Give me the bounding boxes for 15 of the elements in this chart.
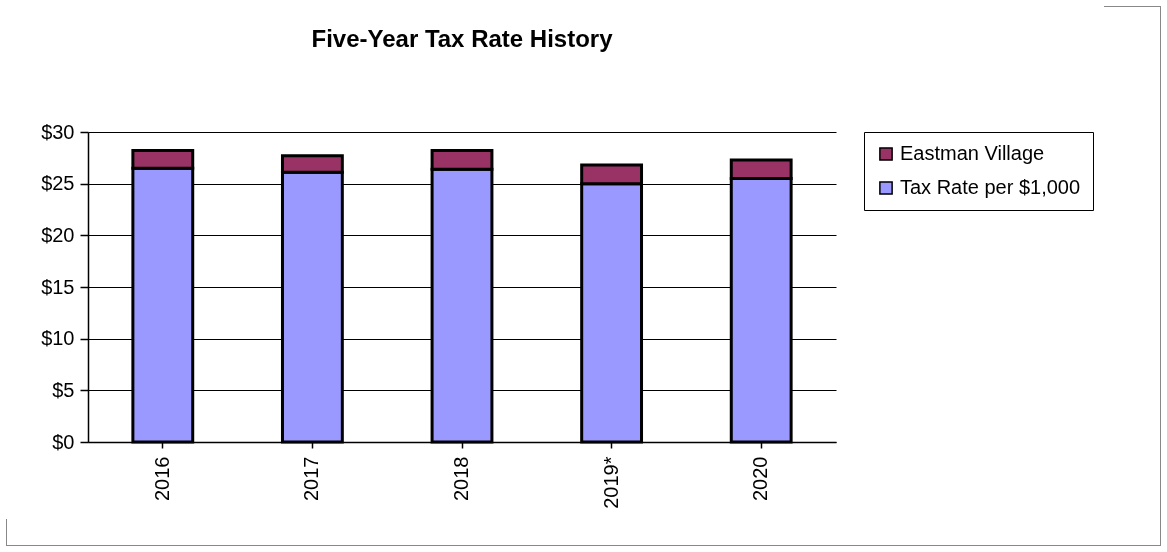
y-tick-label: $25 <box>41 172 75 195</box>
y-tick-label: $20 <box>41 223 75 246</box>
y-tick-label: $30 <box>41 120 75 143</box>
x-tick-label: 2020 <box>749 456 772 501</box>
legend-label: Eastman Village <box>900 142 1045 164</box>
x-tick-label: 2019* <box>599 456 622 509</box>
y-tick-label: $5 <box>52 378 75 401</box>
x-tick-label: 2018 <box>450 456 472 501</box>
y-tick-label: $0 <box>52 430 75 453</box>
x-tick-label: 2017 <box>300 456 323 501</box>
legend-label: Tax Rate per $1,000 <box>900 176 1081 198</box>
x-tick-label: 2016 <box>150 456 173 501</box>
y-tick-label: $10 <box>41 327 75 350</box>
y-tick-label: $15 <box>41 275 75 298</box>
chart-title: Five-Year Tax Rate History <box>311 25 614 52</box>
